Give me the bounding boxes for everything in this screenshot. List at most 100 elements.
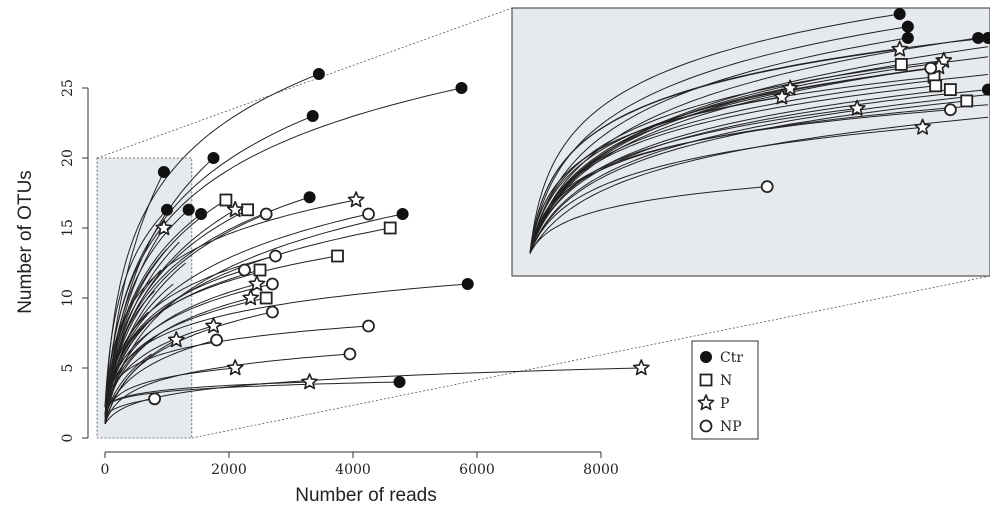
curve-p (104, 297, 251, 416)
inset-marker-np (924, 61, 938, 75)
marker-np (259, 207, 273, 221)
legend-label-p: P (720, 396, 729, 412)
marker-np (362, 207, 375, 221)
marker-p (205, 317, 222, 334)
y-tick-label: 5 (60, 364, 76, 373)
inset-marker-ctr (893, 8, 906, 20)
marker-p (155, 219, 173, 236)
marker-ctr (157, 166, 170, 178)
inset-curve-ctr (529, 26, 908, 254)
inset-marker-p (891, 40, 909, 57)
marker-p (301, 373, 319, 390)
inset-curve-p (529, 60, 944, 254)
inset-connector-top (96, 7, 513, 159)
marker-np (238, 263, 251, 277)
inset-curve-background (529, 94, 989, 254)
marker-ctr (303, 191, 316, 204)
inset-marker-ctr (982, 31, 990, 44)
inset-marker-p (781, 79, 799, 96)
x-tick-label: 4000 (335, 462, 371, 478)
inset-marker-np (943, 103, 957, 117)
x-tick-label: 6000 (459, 462, 495, 478)
marker-ctr (195, 208, 208, 220)
marker-ctr (182, 203, 195, 216)
marker-n (259, 291, 273, 305)
y-tick-label: 20 (60, 149, 76, 167)
y-tick-label: 25 (60, 79, 76, 97)
inset-marker-p (848, 99, 866, 116)
marker-p (248, 275, 266, 292)
main-markers (148, 68, 650, 406)
inset-panel (511, 7, 990, 277)
legend-label-ctr: Ctr (720, 350, 743, 366)
marker-p (242, 289, 260, 306)
axes: 0 2000 4000 6000 8000 0 5 10 15 20 25 (60, 79, 619, 478)
legend-label-np: NP (720, 419, 742, 435)
inset-curve-ctr (529, 13, 900, 254)
marker-n (383, 221, 397, 235)
curve-background (104, 353, 152, 418)
marker-p (347, 191, 365, 208)
main-curves (104, 73, 642, 425)
inset-marker-n (894, 58, 908, 71)
x-tick-label: 0 (101, 462, 110, 478)
inset-marker-p (914, 118, 932, 135)
curve-np (104, 353, 350, 425)
marker-ctr (461, 278, 474, 290)
marker-np (362, 319, 375, 333)
marker-ctr (306, 110, 319, 122)
marker-np (343, 347, 357, 361)
marker-p (226, 201, 244, 218)
y-tick-label: 10 (60, 289, 76, 307)
inset-marker-n (943, 83, 957, 96)
inset-curve-np (529, 109, 951, 254)
marker-p (226, 359, 244, 376)
marker-ctr (396, 208, 409, 220)
marker-p (632, 359, 650, 376)
inset-curve-p (529, 126, 923, 254)
marker-ctr (455, 82, 468, 94)
marker-p (167, 331, 185, 348)
marker-ctr (207, 152, 220, 164)
curve-p (104, 367, 642, 425)
marker-np (269, 249, 282, 263)
y-tick-label: 15 (60, 219, 76, 237)
marker-ctr (312, 68, 325, 80)
curve-background (104, 262, 186, 417)
y-axis-title: Number of OTUs (15, 170, 36, 314)
inset-curves (529, 13, 989, 254)
inset-marker-ctr (901, 20, 914, 33)
legend-marker-np (699, 419, 713, 433)
x-tick-label: 8000 (583, 462, 619, 478)
inset-marker-ctr (901, 31, 914, 44)
inset-curve-background (529, 116, 989, 254)
marker-np (265, 305, 279, 319)
marker-n (331, 249, 344, 263)
x-axis-title: Number of reads (295, 485, 437, 506)
legend-marker-n (699, 373, 713, 387)
marker-np (265, 277, 279, 291)
inset-marker-n (960, 94, 974, 108)
marker-ctr (393, 376, 406, 388)
inset-markers (760, 8, 990, 194)
curve-np (104, 398, 155, 416)
inset-curve-p (529, 48, 900, 254)
inset-marker-p (773, 88, 791, 105)
legend: Ctr NP NP (691, 340, 759, 440)
curve-background (104, 241, 180, 417)
inset-curve-background (529, 46, 989, 254)
marker-np (148, 392, 162, 406)
marker-n (253, 263, 267, 277)
marker-n (219, 193, 233, 207)
marker-n (241, 203, 255, 217)
inset-marker-np (760, 180, 774, 194)
marker-ctr (161, 203, 173, 216)
x-tick-label: 2000 (211, 462, 247, 478)
inset-marker-n (929, 79, 943, 93)
marker-np (210, 333, 224, 347)
inset-marker-ctr (982, 83, 990, 96)
curve-p (104, 199, 357, 408)
curve-ctr (104, 209, 168, 408)
inset-curve-p (529, 96, 782, 254)
